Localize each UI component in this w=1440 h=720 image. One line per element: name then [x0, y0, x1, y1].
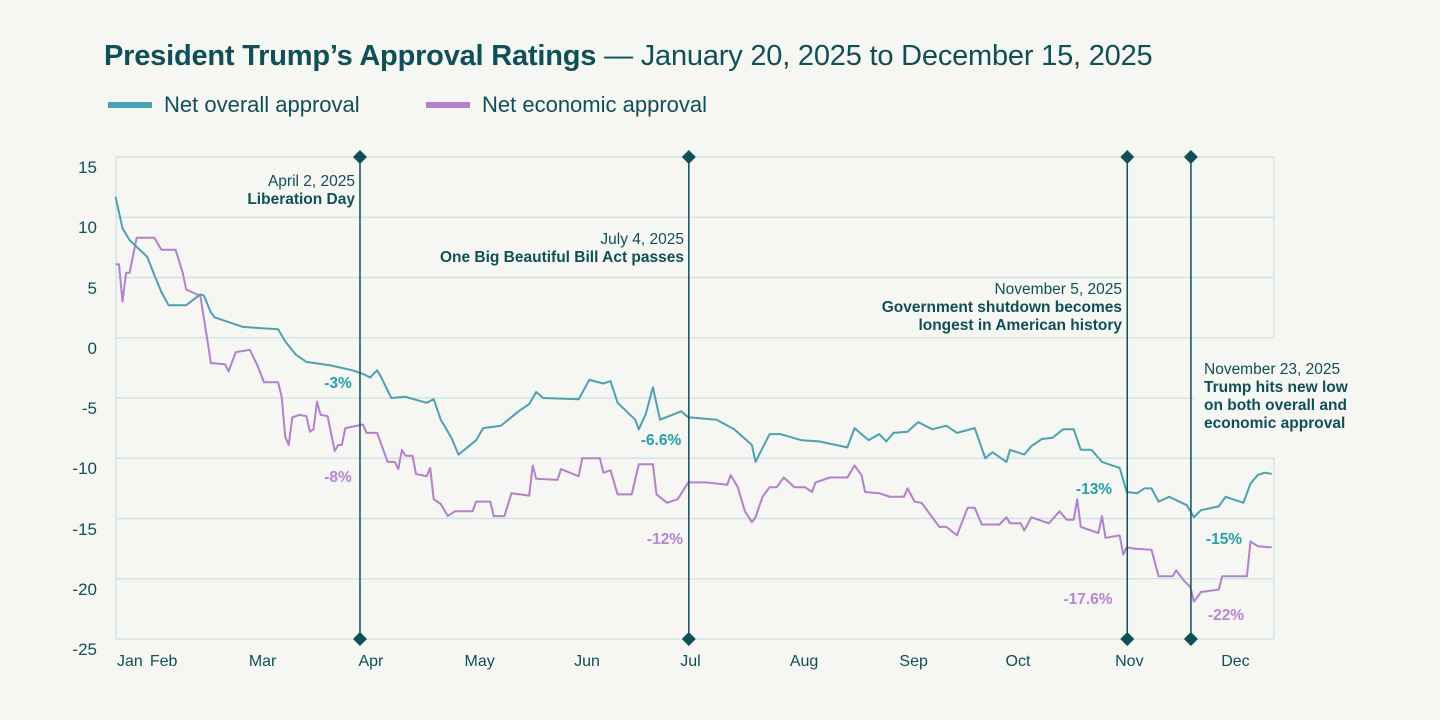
series-line-overall	[114, 196, 1272, 519]
x-tick-label: Feb	[149, 653, 178, 670]
x-tick-label: Mar	[248, 653, 277, 670]
series-line-economic	[115, 236, 1272, 603]
annotation-text: Liberation Day	[247, 191, 355, 208]
x-tick-label: Sep	[899, 653, 928, 670]
legend-label-overall: Net overall approval	[164, 92, 360, 117]
annotation-text: Government shutdown becomes longest in A…	[881, 299, 1122, 334]
y-tick-label: 0	[87, 338, 97, 358]
annotation-shutdown: November 5, 2025 Government shutdown bec…	[842, 281, 1122, 335]
x-tick-label: Dec	[1221, 653, 1250, 670]
x-tick-label: Jun	[574, 653, 600, 670]
annotation-date: November 23, 2025	[1204, 361, 1341, 378]
legend-label-economic: Net economic approval	[482, 92, 708, 117]
value-label-economic-nov5: -17.6%	[1063, 591, 1113, 608]
value-label-economic-apr: -8%	[324, 469, 352, 486]
diamond-marker-icon	[1183, 150, 1198, 164]
x-tick-label: Oct	[1005, 653, 1031, 670]
diamond-marker-icon	[1120, 632, 1135, 646]
title-bold: President Trump’s Approval Ratings	[104, 40, 597, 72]
legend-swatch-overall	[108, 102, 152, 108]
annotation-date: July 4, 2025	[600, 231, 684, 248]
y-tick-label: -10	[72, 459, 97, 479]
legend-item-overall: Net overall approval	[108, 92, 360, 118]
y-tick-label: -20	[72, 579, 97, 599]
diamond-marker-icon	[1183, 632, 1198, 646]
title-date-range: — January 20, 2025 to December 15, 2025	[596, 40, 1153, 72]
y-tick-label: 5	[87, 278, 97, 298]
x-tick-label: Jul	[680, 653, 701, 670]
diamond-marker-icon	[681, 150, 696, 164]
value-label-overall-nov23: -15%	[1205, 531, 1243, 548]
annotation-text: One Big Beautiful Bill Act passes	[439, 249, 684, 266]
diamond-marker-icon	[1120, 150, 1135, 164]
annotation-date: November 5, 2025	[994, 281, 1122, 298]
x-tick-label: Aug	[789, 653, 819, 670]
annotation-liberation-day: April 2, 2025 Liberation Day	[247, 173, 355, 209]
y-tick-label: -15	[72, 519, 97, 539]
chart-title: President Trump’s Approval Ratings — Jan…	[104, 40, 1153, 73]
value-label-overall-nov5: -13%	[1075, 481, 1113, 498]
value-label-economic-jul: -12%	[646, 531, 684, 548]
value-label-overall-apr: -3%	[324, 375, 352, 392]
x-tick-label: May	[464, 653, 495, 670]
x-tick-label: Jan	[117, 653, 143, 670]
diamond-marker-icon	[352, 150, 367, 164]
diamond-marker-icon	[681, 632, 696, 646]
annotation-bbb-act: July 4, 2025 One Big Beautiful Bill Act …	[440, 231, 684, 267]
annotation-date: April 2, 2025	[267, 173, 355, 190]
y-tick-label: 10	[78, 218, 97, 238]
annotation-text: Trump hits new low on both overall and e…	[1204, 379, 1348, 432]
value-label-economic-nov23: -22%	[1207, 607, 1245, 624]
value-label-overall-jul: -6.6%	[640, 432, 682, 449]
diamond-marker-icon	[352, 632, 367, 646]
legend-item-economic: Net economic approval	[426, 92, 707, 118]
y-tick-label: -25	[72, 640, 97, 659]
annotation-new-low: November 23, 2025 Trump hits new low on …	[1204, 361, 1364, 433]
legend-swatch-economic	[426, 102, 470, 108]
y-tick-label: 15	[78, 158, 97, 177]
y-tick-label: -5	[81, 399, 97, 418]
x-tick-label: Apr	[358, 653, 384, 670]
x-tick-label: Nov	[1115, 653, 1144, 670]
